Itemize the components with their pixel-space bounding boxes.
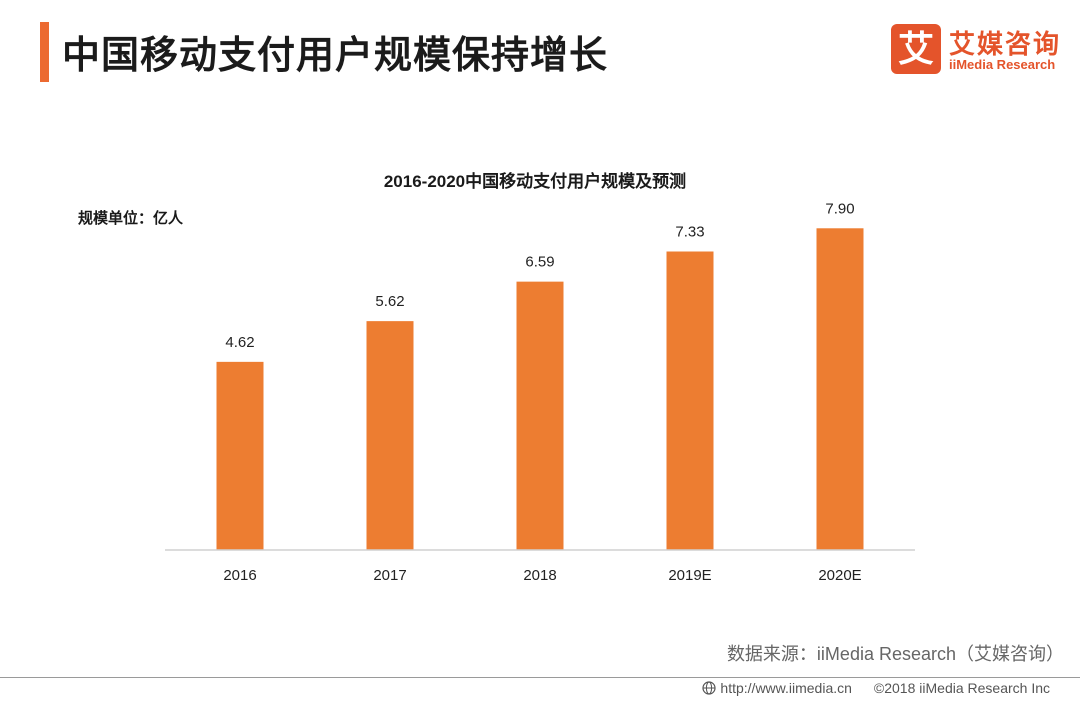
bar-chart: 2016-2020中国移动支付用户规模及预测 规模单位：亿人 4.62 2016 5… [78,171,915,584]
x-tick-label-2017: 2017 [373,567,406,584]
data-source: 数据来源：iiMedia Research（艾媒咨询） [726,644,1064,664]
bar-2019E [666,251,714,550]
bar-2016 [216,361,264,550]
data-label-2016: 4.62 [225,334,254,351]
footer: http://www.iimedia.cn ©2018 iiMedia Rese… [702,680,1050,696]
x-tick-label-2019E: 2019E [668,567,711,584]
logo-name-cn: 艾媒咨询 [949,29,1062,59]
footer-divider [0,677,1080,678]
footer-url[interactable]: http://www.iimedia.cn [720,680,852,696]
bar-2018 [516,281,564,550]
data-label-2018: 6.59 [525,254,554,271]
logo-mark: 艾 [891,24,941,74]
data-label-2020E: 7.90 [825,200,854,217]
iimedia-logo: 艾 艾媒咨询 iiMedia Research [891,24,1071,76]
globe-icon [702,681,717,695]
bar-2017 [366,321,414,550]
chart-title: 2016-2020中国移动支付用户规模及预测 [384,171,686,191]
title-accent-bar [40,22,49,82]
page-title: 中国移动支付用户规模保持增长 [62,35,609,77]
logo-name-en: iiMedia Research [949,57,1056,72]
bars-group [216,228,864,550]
footer-copyright: ©2018 iiMedia Research Inc [873,680,1050,696]
x-tick-label-2016: 2016 [223,567,256,584]
unit-label: 规模单位：亿人 [78,209,184,227]
bar-2020E [816,228,864,550]
x-tick-label-2018: 2018 [523,567,556,584]
data-label-2019E: 7.33 [675,224,704,241]
labels-group: 4.62 2016 5.62 2017 6.59 2018 7.33 2019E 7.90 202… [223,200,861,584]
data-label-2017: 5.62 [375,293,404,310]
x-tick-label-2020E: 2020E [818,567,861,584]
